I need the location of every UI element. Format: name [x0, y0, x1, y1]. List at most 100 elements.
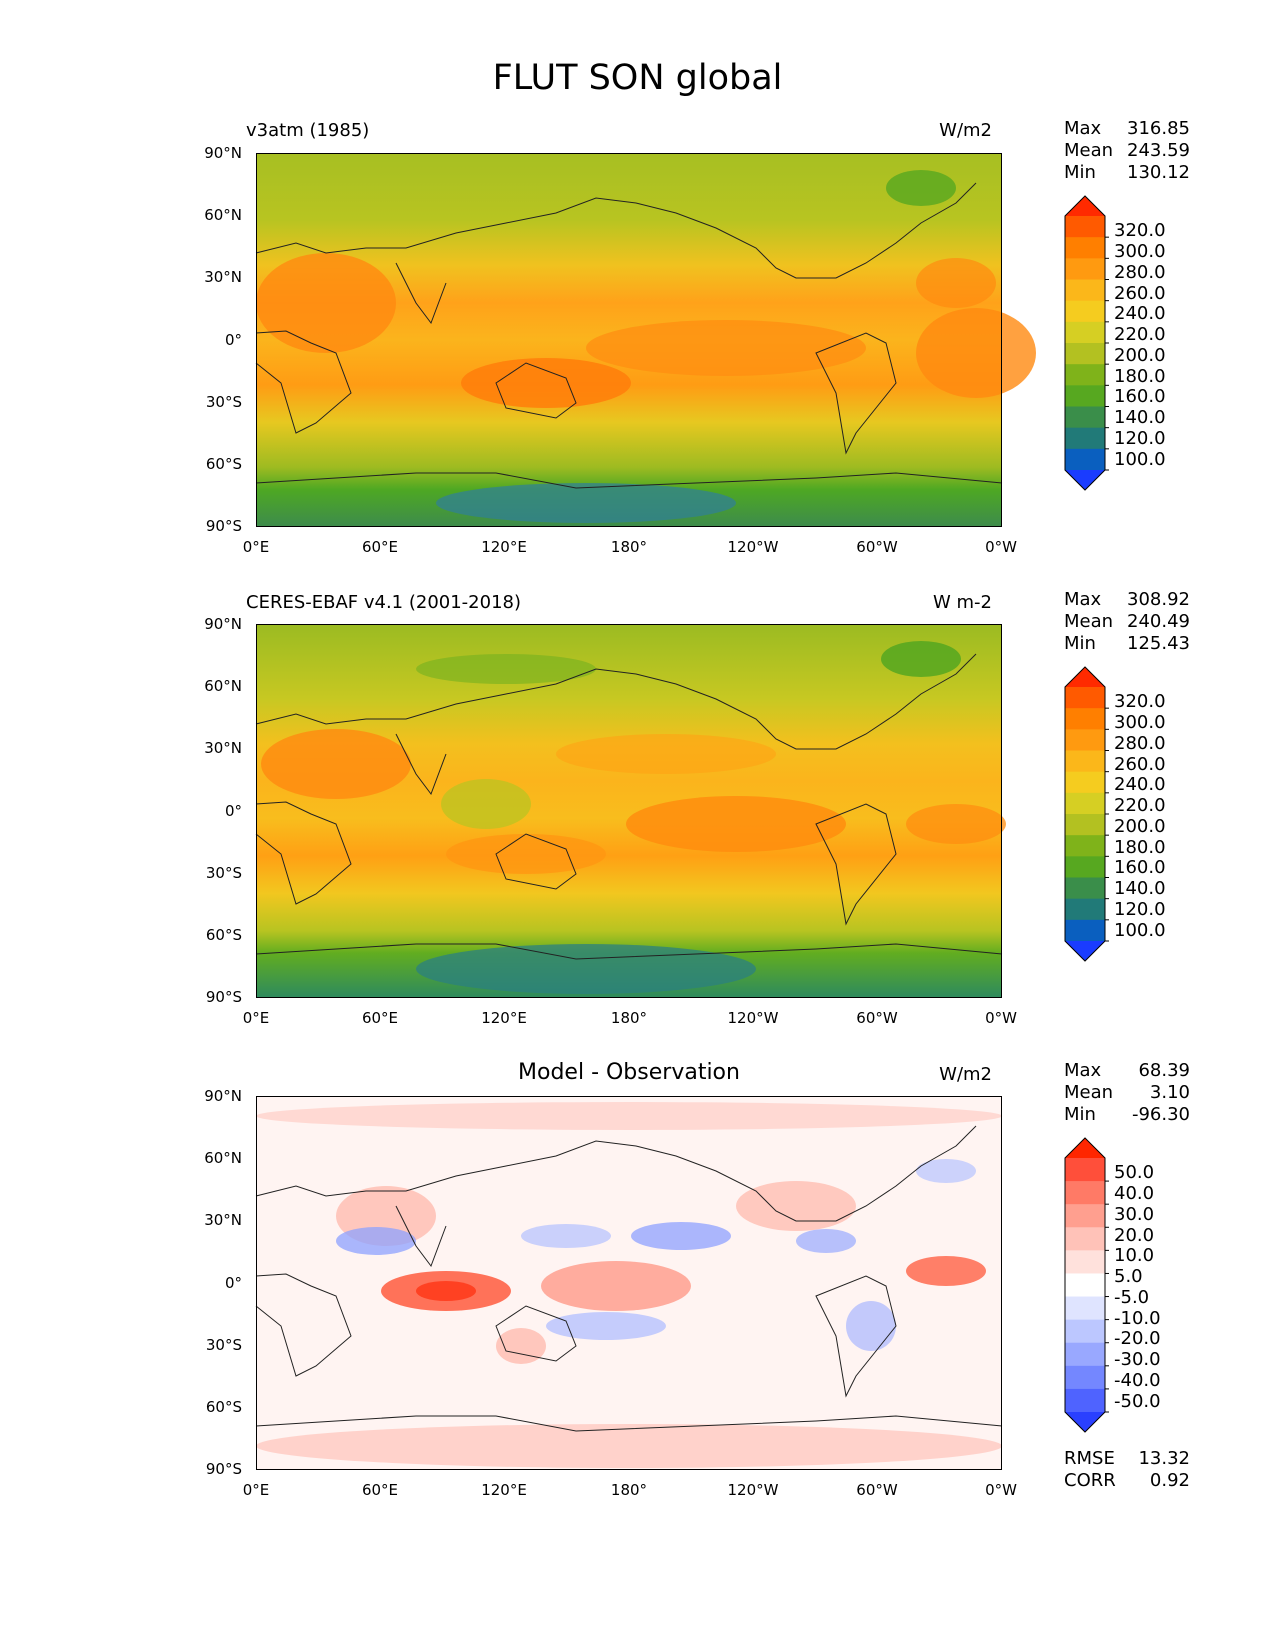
stat-mean-label: Mean — [1064, 140, 1114, 161]
lat-tick: 30°N — [204, 268, 242, 286]
colorbar-segment — [1065, 792, 1105, 815]
stat-min-label: Min — [1064, 162, 1096, 183]
colorbar-label: 300.0 — [1114, 712, 1166, 733]
colorbar-label: -50.0 — [1114, 1391, 1161, 1412]
colorbar-label: 200.0 — [1114, 816, 1166, 837]
stat-max-label: Max — [1064, 589, 1102, 610]
colorbar — [1064, 666, 1109, 962]
lon-tick: 0°E — [242, 1009, 270, 1027]
map-plot — [255, 624, 1006, 998]
lon-tick: 60°W — [856, 1009, 898, 1027]
colorbar-segment — [1065, 1388, 1105, 1413]
colorbar-segment — [1065, 385, 1105, 407]
lat-tick: 90°N — [204, 615, 242, 633]
colorbar-label: 160.0 — [1114, 857, 1166, 878]
lon-tick: 0°E — [242, 538, 270, 556]
colorbar-label: 5.0 — [1114, 1266, 1143, 1287]
colorbar-label: 20.0 — [1114, 1225, 1155, 1246]
stat-mean-value: 240.49 — [1127, 611, 1190, 632]
colorbar-segment — [1065, 835, 1105, 857]
colorbar-segment — [1065, 1204, 1105, 1228]
colorbar-label: 140.0 — [1114, 878, 1166, 899]
map-plot — [255, 1096, 1003, 1470]
panel-title: CERES-EBAF v4.1 (2001-2018) — [246, 592, 522, 613]
lon-tick: 0°W — [985, 1009, 1017, 1027]
colorbar-label: 180.0 — [1114, 837, 1166, 858]
units-label: W m-2 — [932, 592, 992, 613]
colorbar-extend-min — [1065, 1412, 1105, 1432]
colorbar-segment — [1065, 814, 1105, 836]
stat-min-value: 130.12 — [1127, 162, 1190, 183]
colorbar-segment — [1065, 237, 1105, 259]
colorbar-segment — [1065, 1296, 1105, 1321]
lon-tick: 60°W — [856, 1481, 898, 1499]
colorbar-label: -30.0 — [1114, 1349, 1161, 1370]
stat-min-label: Min — [1064, 633, 1096, 654]
colorbar-segment — [1065, 279, 1105, 302]
lon-tick: 180° — [610, 1009, 648, 1027]
map-frame — [256, 1096, 1002, 1470]
colorbar-label: -20.0 — [1114, 1328, 1161, 1349]
colorbar-segment — [1065, 1227, 1105, 1251]
colorbar-label: 120.0 — [1114, 899, 1166, 920]
map-plot — [255, 153, 1036, 527]
colorbar-label: 100.0 — [1114, 920, 1166, 941]
colorbar-segment — [1065, 1319, 1105, 1344]
colorbar-segment — [1065, 1250, 1105, 1274]
colorbar-segment — [1065, 1365, 1105, 1390]
lon-tick: 120°W — [727, 538, 779, 556]
colorbar-segment — [1065, 321, 1105, 344]
colorbar-segment — [1065, 1158, 1105, 1182]
stat-min-value: -96.30 — [1131, 1104, 1190, 1125]
colorbar-extend-min — [1065, 941, 1105, 961]
panel-title: v3atm (1985) — [246, 120, 370, 141]
colorbar-segment — [1065, 258, 1105, 280]
colorbar-segment — [1065, 877, 1105, 900]
colorbar-label: 180.0 — [1114, 366, 1166, 387]
panel-title: Model - Observation — [518, 1060, 740, 1085]
colorbar-label: 50.0 — [1114, 1162, 1155, 1183]
colorbar-label: 260.0 — [1114, 283, 1166, 304]
colorbar-label: 320.0 — [1114, 691, 1166, 712]
colorbar-label: 300.0 — [1114, 241, 1166, 262]
lon-tick: 120°E — [481, 538, 527, 556]
colorbar-label: 120.0 — [1114, 428, 1166, 449]
colorbar-label: -5.0 — [1114, 1287, 1150, 1308]
stat-mean-value: 3.10 — [1149, 1082, 1190, 1103]
colorbar-extend-max — [1065, 1138, 1105, 1158]
colorbar-label: 220.0 — [1114, 324, 1166, 345]
lon-tick: 0°W — [985, 1481, 1017, 1499]
lat-tick: 60°N — [204, 1149, 242, 1167]
colorbar-label: 30.0 — [1114, 1204, 1155, 1225]
colorbar-segment — [1065, 427, 1105, 450]
lon-tick: 120°E — [481, 1009, 527, 1027]
lon-tick: 60°E — [361, 538, 399, 556]
lon-tick: 60°W — [856, 538, 898, 556]
colorbar-label: 140.0 — [1114, 407, 1166, 428]
stat-max-value: 308.92 — [1127, 589, 1190, 610]
units-label: W/m2 — [939, 120, 992, 141]
colorbar-label: 260.0 — [1114, 754, 1166, 775]
colorbar-segment — [1065, 919, 1105, 942]
colorbar-label: 40.0 — [1114, 1183, 1155, 1204]
lat-tick: 90°S — [205, 517, 242, 535]
colorbar-segment — [1065, 687, 1105, 709]
colorbar-label: 320.0 — [1114, 220, 1166, 241]
colorbar-label: -40.0 — [1114, 1370, 1161, 1391]
colorbar-segment — [1065, 216, 1105, 238]
colorbar-label: 280.0 — [1114, 733, 1166, 754]
stat-max-label: Max — [1064, 118, 1102, 139]
stat-corr-value: 0.92 — [1149, 1470, 1190, 1491]
colorbar-segment — [1065, 448, 1105, 471]
lat-tick: 30°N — [204, 1211, 242, 1229]
lat-tick: 90°N — [204, 144, 242, 162]
stat-rmse-label: RMSE — [1064, 1448, 1115, 1469]
colorbar-label: 280.0 — [1114, 262, 1166, 283]
colorbar-segment — [1065, 364, 1105, 386]
lon-tick: 60°E — [361, 1481, 399, 1499]
colorbar-segment — [1065, 1342, 1105, 1367]
colorbar-segment — [1065, 771, 1105, 794]
colorbar-segment — [1065, 729, 1105, 751]
lon-tick: 0°W — [985, 538, 1017, 556]
lat-tick: 0° — [224, 802, 242, 820]
